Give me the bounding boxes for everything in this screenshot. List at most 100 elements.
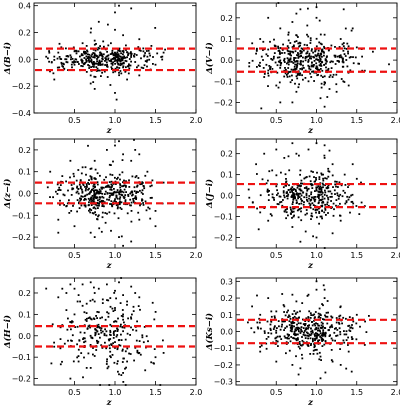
data-point <box>132 198 134 200</box>
data-point <box>118 192 121 195</box>
data-point <box>343 333 346 336</box>
data-point <box>345 367 348 370</box>
data-point <box>114 347 116 349</box>
data-point <box>140 191 143 194</box>
data-point <box>127 193 129 196</box>
data-point <box>302 327 305 329</box>
data-point <box>275 339 278 342</box>
data-point <box>119 184 122 187</box>
data-points <box>255 142 366 243</box>
data-point <box>153 362 155 365</box>
data-point <box>89 231 92 234</box>
data-point <box>87 352 90 355</box>
data-point <box>73 50 76 53</box>
data-point <box>337 186 339 188</box>
data-point <box>283 157 286 159</box>
data-point <box>318 307 321 310</box>
data-point <box>305 327 308 330</box>
y-tick-label: 0.0 <box>18 55 31 64</box>
y-tick-label: −0.2 <box>12 375 31 384</box>
data-point <box>154 311 157 313</box>
data-point <box>124 199 127 201</box>
data-point <box>388 63 390 66</box>
data-point <box>315 337 318 340</box>
data-point <box>119 325 122 328</box>
data-point <box>261 178 264 181</box>
data-point <box>276 335 279 338</box>
data-point <box>299 72 302 75</box>
data-point <box>301 68 303 71</box>
data-point <box>324 332 327 335</box>
data-point <box>123 55 125 58</box>
data-point <box>335 180 338 183</box>
data-point <box>287 50 290 53</box>
panel-z-minus-i: −0.2−0.10.00.10.20.5 1.0 1.5 2.0zΔ(z−i) <box>2 138 202 271</box>
data-point <box>320 65 323 67</box>
data-point <box>114 307 116 309</box>
data-point <box>113 57 115 60</box>
data-point <box>304 230 307 233</box>
data-point <box>118 198 121 200</box>
data-point <box>331 232 334 235</box>
data-point <box>130 54 133 57</box>
data-point <box>247 188 250 191</box>
data-point <box>90 176 93 179</box>
data-point <box>331 326 334 328</box>
data-point <box>110 203 113 205</box>
data-point <box>94 207 97 210</box>
data-point <box>295 68 298 70</box>
data-point <box>320 193 323 196</box>
data-point <box>106 283 108 286</box>
data-point <box>95 55 98 57</box>
data-point <box>104 212 107 214</box>
data-point <box>98 196 101 198</box>
data-point <box>119 302 122 304</box>
data-point <box>94 185 96 188</box>
data-point <box>291 101 294 104</box>
data-point <box>260 107 263 110</box>
data-point <box>106 76 109 78</box>
data-point <box>296 60 299 62</box>
data-point <box>120 201 123 204</box>
data-point <box>267 69 270 72</box>
data-point <box>105 58 107 60</box>
data-point <box>291 293 294 296</box>
data-point <box>364 320 366 323</box>
data-point <box>106 358 108 361</box>
data-point <box>277 86 280 89</box>
data-point <box>70 184 73 186</box>
data-point <box>287 67 290 69</box>
data-point <box>108 199 110 201</box>
data-point <box>292 197 295 200</box>
data-point <box>297 326 300 329</box>
data-point <box>259 38 262 40</box>
data-point <box>293 197 296 200</box>
data-point <box>328 149 331 152</box>
data-point <box>323 83 326 86</box>
data-point <box>89 208 91 210</box>
data-point <box>111 307 114 310</box>
data-point <box>291 226 294 228</box>
data-point <box>93 66 95 68</box>
data-point <box>350 370 353 373</box>
data-point <box>110 186 112 189</box>
data-point <box>271 196 274 199</box>
data-point <box>129 353 132 355</box>
data-point <box>324 184 326 187</box>
data-point <box>267 179 269 182</box>
data-point <box>310 193 312 196</box>
data-point <box>352 320 355 323</box>
data-point <box>294 333 297 336</box>
data-point <box>74 61 76 63</box>
data-point <box>267 297 270 299</box>
data-point <box>345 48 348 50</box>
data-point <box>325 214 327 216</box>
data-point <box>248 65 251 68</box>
data-point <box>117 176 119 179</box>
data-point <box>319 332 322 335</box>
data-point <box>276 340 279 343</box>
y-tick-label: 0.1 <box>220 171 233 180</box>
data-point <box>101 186 103 189</box>
data-point <box>318 197 320 199</box>
